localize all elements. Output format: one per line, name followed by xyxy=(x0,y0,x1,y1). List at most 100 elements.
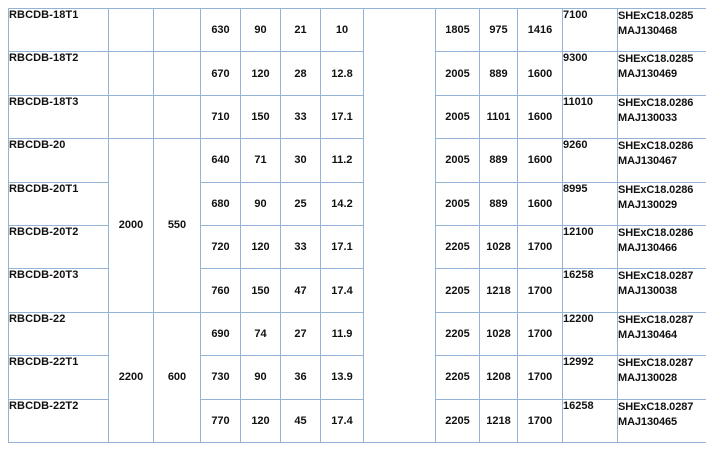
value-5-cell: 2205 xyxy=(435,398,480,444)
value-4-cell: 17.1 xyxy=(320,224,364,270)
weight-cell: 16258 xyxy=(562,268,618,313)
code-line-secondary: MAJ130465 xyxy=(618,415,678,428)
value-7-cell: 1700 xyxy=(517,355,563,400)
value-6-cell: 889 xyxy=(479,51,518,96)
table-body: RBCDB-18T1 630 90 21 10 1805 975 1416 7100 SHExC1… xyxy=(8,7,706,444)
table-row: RBCDB-18T2 670 120 28 12.8 2005 889 1600 9300 SHE… xyxy=(8,51,706,96)
value-3-cell: 30 xyxy=(280,138,321,183)
value-6-cell: 889 xyxy=(479,181,518,226)
value-3-cell: 21 xyxy=(280,7,321,53)
value-6-cell: 975 xyxy=(479,7,518,53)
value-7-cell: 1700 xyxy=(517,224,563,270)
code-line-primary: SHExC18.0287 xyxy=(618,270,694,283)
model-name-cell: RBCDB-20 xyxy=(8,138,109,183)
table-row: RBCDB-22T2 770 120 45 17.4 2205 1218 1700 16258 S… xyxy=(8,398,706,444)
value-6-cell: 1028 xyxy=(479,311,518,357)
value-4-cell: 13.9 xyxy=(320,355,364,400)
specification-table-container: RBCDB-18T1 630 90 21 10 1805 975 1416 7100 SHExC1… xyxy=(8,7,706,444)
value-7-cell: 1700 xyxy=(517,311,563,357)
code-line-secondary: MAJ130468 xyxy=(618,25,678,37)
value-7-cell: 1600 xyxy=(517,51,563,96)
table-row: RBCDB-20T2 720 120 33 17.1 2205 1028 1700 12100 S… xyxy=(8,224,706,270)
table-row: RBCDB-20T1 680 90 25 14.2 2005 889 1600 8995 SHEx… xyxy=(8,181,706,226)
dimension-a-cell xyxy=(108,7,154,53)
model-name-cell: RBCDB-18T2 xyxy=(8,51,109,96)
model-name-cell: RBCDB-22 xyxy=(8,311,109,357)
code-cell: SHExC18.0287 MAJ130465 xyxy=(617,398,706,444)
code-cell: SHExC18.0286 MAJ130033 xyxy=(617,94,706,140)
code-cell: SHExC18.0287 MAJ130028 xyxy=(617,355,706,400)
model-name-cell: RBCDB-18T1 xyxy=(8,7,109,53)
dimension-b-cell xyxy=(153,94,201,140)
value-1-cell: 670 xyxy=(200,51,241,96)
value-1-cell: 730 xyxy=(200,355,241,400)
weight-cell: 12992 xyxy=(562,355,618,400)
code-line-secondary: MAJ130033 xyxy=(618,111,678,124)
code-line-secondary: MAJ130038 xyxy=(618,285,678,298)
value-5-cell: 2205 xyxy=(435,268,480,313)
code-line-primary: SHExC18.0286 xyxy=(618,140,694,153)
value-3-cell: 36 xyxy=(280,355,321,400)
value-1-cell: 710 xyxy=(200,94,241,140)
value-2-cell: 90 xyxy=(240,7,281,53)
value-3-cell: 47 xyxy=(280,268,321,313)
value-6-cell: 1208 xyxy=(479,355,518,400)
dimension-a-cell xyxy=(108,94,154,140)
value-5-cell: 2205 xyxy=(435,224,480,270)
value-2-cell: 120 xyxy=(240,51,281,96)
table-row: RBCDB-18T3 710 150 33 17.1 2005 1101 1600 11010 S… xyxy=(8,94,706,140)
value-4-cell: 14.2 xyxy=(320,181,364,226)
code-cell: SHExC18.0285 MAJ130469 xyxy=(617,51,706,96)
value-3-cell: 33 xyxy=(280,94,321,140)
weight-cell: 7100 xyxy=(562,7,618,53)
code-line-primary: SHExC18.0287 xyxy=(618,313,694,326)
table-row: RBCDB-22 2200 600 690 74 27 11.9 2205 1028 1700 12… xyxy=(8,311,706,444)
code-line-primary: SHExC18.0287 xyxy=(618,400,694,413)
table-row: RBCDB-20 2000 550 640 71 30 11.2 2005 889 1600 926… xyxy=(8,138,706,313)
value-2-cell: 90 xyxy=(240,181,281,226)
value-2-cell: 150 xyxy=(240,268,281,313)
value-3-cell: 25 xyxy=(280,181,321,226)
weight-cell: 9300 xyxy=(562,51,618,96)
code-cell: SHExC18.0286 MAJ130466 xyxy=(617,224,706,270)
code-cell: SHExC18.0287 MAJ130464 xyxy=(617,311,706,357)
code-cell: SHExC18.0285 MAJ130468 xyxy=(617,7,706,53)
code-line-primary: SHExC18.0286 xyxy=(618,226,694,239)
value-2-cell: 150 xyxy=(240,94,281,140)
value-2-cell: 90 xyxy=(240,355,281,400)
value-3-cell: 27 xyxy=(280,311,321,357)
weight-cell: 11010 xyxy=(562,94,618,140)
value-4-cell: 11.2 xyxy=(320,138,364,183)
value-4-cell: 10 xyxy=(320,7,364,53)
value-2-cell: 120 xyxy=(240,224,281,270)
value-6-cell: 1218 xyxy=(479,268,518,313)
value-1-cell: 770 xyxy=(200,398,241,444)
value-5-cell: 2205 xyxy=(435,311,480,357)
dimension-a-cell: 2200 xyxy=(108,311,154,444)
weight-cell: 16258 xyxy=(562,398,618,444)
value-7-cell: 1700 xyxy=(517,268,563,313)
weight-cell: 12200 xyxy=(562,311,618,357)
value-6-cell: 1218 xyxy=(479,398,518,444)
value-4-cell: 17.4 xyxy=(320,268,364,313)
model-name-cell: RBCDB-20T2 xyxy=(8,224,109,270)
value-7-cell: 1416 xyxy=(517,7,563,53)
value-1-cell: 720 xyxy=(200,224,241,270)
value-4-cell: 17.4 xyxy=(320,398,364,444)
weight-cell: 8995 xyxy=(562,181,618,226)
value-5-cell: 1805 xyxy=(435,7,480,53)
value-4-cell: 12.8 xyxy=(320,51,364,96)
code-line-primary: SHExC18.0286 xyxy=(618,96,694,109)
code-line-secondary: MAJ130029 xyxy=(618,198,678,211)
code-line-secondary: MAJ130466 xyxy=(618,241,678,254)
dimension-b-cell: 550 xyxy=(153,138,201,313)
value-1-cell: 760 xyxy=(200,268,241,313)
code-line-secondary: MAJ130028 xyxy=(618,372,678,385)
table-row: RBCDB-22T1 730 90 36 13.9 2205 1208 1700 12992 SH… xyxy=(8,355,706,400)
code-cell: SHExC18.0286 MAJ130029 xyxy=(617,181,706,226)
code-line-secondary: MAJ130469 xyxy=(618,68,678,81)
code-line-secondary: MAJ130467 xyxy=(618,155,678,168)
weight-cell: 9260 xyxy=(562,138,618,183)
value-4-cell: 17.1 xyxy=(320,94,364,140)
value-5-cell: 2005 xyxy=(435,138,480,183)
